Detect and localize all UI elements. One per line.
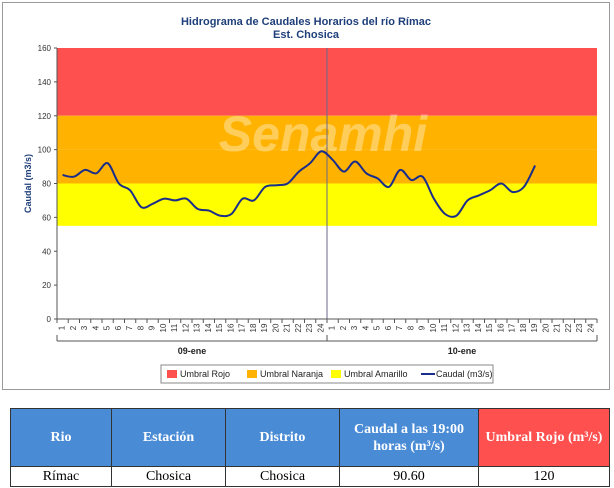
x-tick-label: 24 <box>316 323 325 332</box>
header-rio: Rio <box>10 408 112 467</box>
watermark-logo-text: Senamhi <box>219 106 429 162</box>
x-tick-label: 10 <box>429 323 438 332</box>
chart-frame: Hidrograma de Caudales Horarios del río … <box>2 2 610 390</box>
station-info-table: Rio Estación Distrito Caudal a las 19:00… <box>10 408 610 487</box>
x-tick-label: 13 <box>193 323 202 332</box>
chart-title: Hidrograma de Caudales Horarios del río … <box>181 16 431 28</box>
x-tick-label: 15 <box>485 323 494 332</box>
x-tick-label: 10 <box>159 323 168 332</box>
x-tick-label: 4 <box>91 325 100 330</box>
x-tick-label: 17 <box>508 323 517 332</box>
legend-label: Caudal (m3/s) <box>436 369 493 379</box>
x-tick-label: 22 <box>294 323 303 332</box>
x-tick-label: 20 <box>271 323 280 332</box>
x-tick-label: 18 <box>249 323 258 332</box>
x-tick-label: 16 <box>226 323 235 332</box>
x-tick-label: 21 <box>283 323 292 332</box>
x-tick-label: 14 <box>204 323 213 332</box>
legend-label: Umbral Naranja <box>260 369 323 379</box>
x-tick-label: 16 <box>496 323 505 332</box>
x-tick-label: 1 <box>328 325 337 330</box>
y-tick-label: 160 <box>38 44 52 53</box>
x-tick-label: 5 <box>103 325 112 330</box>
x-tick-label: 11 <box>170 323 179 332</box>
x-tick-label: 14 <box>474 323 483 332</box>
x-tick-label: 8 <box>136 325 145 330</box>
header-umbral-rojo: Umbral Rojo (m³/s) <box>478 408 610 467</box>
x-tick-label: 2 <box>69 325 78 330</box>
x-tick-label: 8 <box>406 325 415 330</box>
x-tick-label: 5 <box>373 325 382 330</box>
x-tick-label: 6 <box>114 325 123 330</box>
x-tick-label: 19 <box>260 323 269 332</box>
x-tick-label: 23 <box>305 323 314 332</box>
x-tick-label: 15 <box>215 323 224 332</box>
chart-subtitle: Est. Chosica <box>273 29 340 41</box>
x-tick-label: 13 <box>463 323 472 332</box>
x-tick-label: 18 <box>519 323 528 332</box>
table-row: Rímac Chosica Chosica 90.60 120 <box>10 466 610 487</box>
table-header-row: Rio Estación Distrito Caudal a las 19:00… <box>10 408 610 467</box>
x-tick-label: 9 <box>148 325 157 330</box>
header-distrito: Distrito <box>225 408 340 467</box>
cell-rio: Rímac <box>10 466 112 487</box>
legend-box <box>160 364 494 384</box>
x-tick-label: 11 <box>440 323 449 332</box>
cell-estacion: Chosica <box>111 466 226 487</box>
x-day-label: 09-ene <box>178 346 207 356</box>
x-tick-label: 4 <box>361 325 370 330</box>
x-day-label: 10-ene <box>448 346 477 356</box>
x-tick-label: 2 <box>339 325 348 330</box>
x-tick-label: 3 <box>80 325 89 330</box>
x-tick-label: 3 <box>350 325 359 330</box>
y-tick-label: 0 <box>47 315 52 324</box>
x-tick-label: 9 <box>418 325 427 330</box>
y-tick-label: 100 <box>38 146 52 155</box>
x-tick-label: 20 <box>541 323 550 332</box>
cell-caudal: 90.60 <box>339 466 479 487</box>
legend-label: Umbral Amarillo <box>344 369 408 379</box>
y-tick-label: 80 <box>42 180 51 189</box>
cell-distrito: Chosica <box>225 466 340 487</box>
x-tick-label: 12 <box>181 323 190 332</box>
x-tick-label: 24 <box>586 323 595 332</box>
hydrograph-chart: Hidrograma de Caudales Horarios del río … <box>23 16 598 384</box>
y-tick-label: 120 <box>38 112 52 121</box>
header-caudal: Caudal a las 19:00 horas (m³/s) <box>339 408 479 467</box>
x-tick-label: 7 <box>395 325 404 330</box>
x-tick-label: 1 <box>58 325 67 330</box>
x-tick-label: 23 <box>575 323 584 332</box>
x-tick-label: 6 <box>384 325 393 330</box>
x-tick-label: 12 <box>451 323 460 332</box>
series-line-caudal <box>62 150 536 218</box>
x-tick-label: 22 <box>564 323 573 332</box>
y-axis-label: Caudal (m3/s) <box>23 154 33 213</box>
y-tick-label: 60 <box>42 213 51 222</box>
legend-swatch <box>247 370 257 378</box>
x-tick-label: 7 <box>125 325 134 330</box>
legend-swatch <box>167 370 177 378</box>
x-tick-label: 17 <box>238 323 247 332</box>
y-tick-label: 20 <box>42 281 51 290</box>
x-tick-label: 19 <box>530 323 539 332</box>
cell-umbral-rojo: 120 <box>478 466 610 487</box>
x-tick-label: 21 <box>553 323 562 332</box>
y-tick-label: 40 <box>42 247 51 256</box>
header-estacion: Estación <box>111 408 226 467</box>
y-tick-label: 140 <box>38 78 52 87</box>
legend-label: Umbral Rojo <box>180 369 230 379</box>
legend-swatch <box>331 370 341 378</box>
